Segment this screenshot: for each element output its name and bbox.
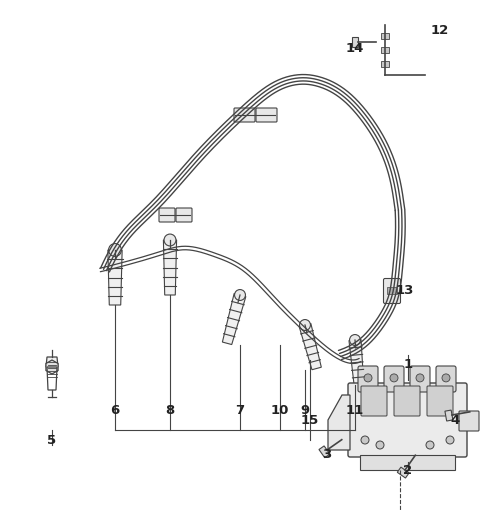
Text: 3: 3 xyxy=(323,449,332,461)
FancyBboxPatch shape xyxy=(159,208,175,222)
FancyBboxPatch shape xyxy=(384,366,404,392)
Text: 12: 12 xyxy=(431,24,449,36)
Text: 5: 5 xyxy=(48,434,57,446)
Text: 15: 15 xyxy=(301,414,319,426)
Bar xyxy=(381,47,389,53)
Polygon shape xyxy=(46,357,58,367)
Polygon shape xyxy=(397,467,409,478)
FancyBboxPatch shape xyxy=(234,108,255,122)
Circle shape xyxy=(390,374,398,382)
Circle shape xyxy=(349,334,360,346)
FancyBboxPatch shape xyxy=(256,108,277,122)
Circle shape xyxy=(416,374,424,382)
FancyBboxPatch shape xyxy=(436,366,456,392)
Bar xyxy=(381,33,389,39)
Circle shape xyxy=(108,244,121,257)
FancyBboxPatch shape xyxy=(459,411,479,431)
FancyBboxPatch shape xyxy=(176,208,192,222)
Text: 7: 7 xyxy=(235,403,245,416)
FancyBboxPatch shape xyxy=(361,386,387,416)
Polygon shape xyxy=(319,446,330,458)
Text: 11: 11 xyxy=(346,403,364,416)
FancyBboxPatch shape xyxy=(348,383,467,457)
Polygon shape xyxy=(299,324,321,370)
Circle shape xyxy=(300,319,311,330)
Text: 8: 8 xyxy=(166,403,175,416)
Text: 4: 4 xyxy=(450,414,460,426)
FancyBboxPatch shape xyxy=(410,366,430,392)
Polygon shape xyxy=(349,339,364,385)
Circle shape xyxy=(364,374,372,382)
Polygon shape xyxy=(108,250,122,305)
FancyBboxPatch shape xyxy=(427,386,453,416)
Text: 2: 2 xyxy=(403,463,413,477)
FancyBboxPatch shape xyxy=(358,366,378,392)
Polygon shape xyxy=(163,240,177,295)
Circle shape xyxy=(235,290,245,301)
Bar xyxy=(381,61,389,67)
FancyBboxPatch shape xyxy=(394,386,420,416)
Circle shape xyxy=(164,234,176,246)
Text: 10: 10 xyxy=(271,403,289,416)
Text: 14: 14 xyxy=(346,41,364,54)
Polygon shape xyxy=(445,410,453,421)
Circle shape xyxy=(361,436,369,444)
Circle shape xyxy=(426,441,434,449)
Circle shape xyxy=(442,374,450,382)
Text: 1: 1 xyxy=(403,358,413,372)
Polygon shape xyxy=(222,293,246,345)
Circle shape xyxy=(446,436,454,444)
Text: 9: 9 xyxy=(300,403,310,416)
Bar xyxy=(387,287,397,294)
Text: 6: 6 xyxy=(110,403,120,416)
Circle shape xyxy=(376,441,384,449)
Polygon shape xyxy=(360,455,455,470)
Polygon shape xyxy=(328,395,350,450)
Text: 13: 13 xyxy=(396,284,414,296)
Polygon shape xyxy=(352,37,358,47)
FancyBboxPatch shape xyxy=(384,279,400,304)
Polygon shape xyxy=(46,360,58,374)
